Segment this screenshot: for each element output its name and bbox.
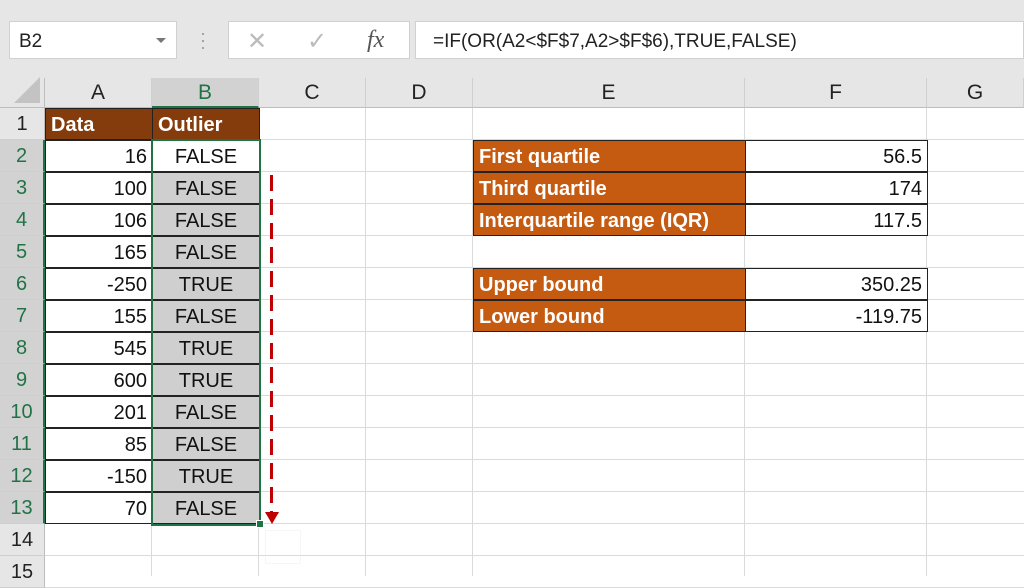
data-cell[interactable]: 100 <box>45 172 153 204</box>
gridline <box>45 459 1024 460</box>
data-cell[interactable]: -150 <box>45 460 153 492</box>
gridline <box>45 395 1024 396</box>
data-cell[interactable]: 545 <box>45 332 153 364</box>
formula-buttons: ✕ ✓ fx <box>228 21 410 59</box>
outlier-cell[interactable]: TRUE <box>152 460 260 492</box>
outlier-cell[interactable]: TRUE <box>152 268 260 300</box>
outlier-cell[interactable]: FALSE <box>152 492 260 524</box>
outlier-cell[interactable]: TRUE <box>152 332 260 364</box>
row-header-14[interactable]: 14 <box>0 524 45 556</box>
row-header-9[interactable]: 9 <box>0 364 45 396</box>
gridline <box>45 555 1024 556</box>
fill-handle[interactable] <box>256 520 264 528</box>
column-header-D[interactable]: D <box>366 78 473 108</box>
row-header-7[interactable]: 7 <box>0 300 45 332</box>
column-header-A[interactable]: A <box>45 78 152 108</box>
gridline <box>472 108 473 576</box>
outlier-cell[interactable]: TRUE <box>152 364 260 396</box>
gridline <box>365 108 366 576</box>
column-header-E[interactable]: E <box>473 78 745 108</box>
name-box[interactable]: B2 <box>9 21 177 59</box>
data-cell[interactable]: 165 <box>45 236 153 268</box>
outlier-cell[interactable]: FALSE <box>152 172 260 204</box>
selection-border <box>151 139 261 526</box>
stat-value[interactable]: 350.25 <box>745 268 928 300</box>
header-outlier[interactable]: Outlier <box>152 108 260 140</box>
data-cell[interactable]: 155 <box>45 300 153 332</box>
data-cell[interactable]: -250 <box>45 268 153 300</box>
stat-label[interactable]: Lower bound <box>473 300 746 332</box>
column-header-C[interactable]: C <box>259 78 366 108</box>
stat-value[interactable]: -119.75 <box>745 300 928 332</box>
row-header-10[interactable]: 10 <box>0 396 45 428</box>
header-data[interactable]: Data <box>45 108 153 140</box>
outlier-cell[interactable]: FALSE <box>152 428 260 460</box>
column-header-B[interactable]: B <box>152 78 259 108</box>
row-header-5[interactable]: 5 <box>0 236 45 268</box>
column-header-G[interactable]: G <box>927 78 1024 108</box>
data-cell[interactable]: 201 <box>45 396 153 428</box>
arrow-down-icon <box>265 512 279 524</box>
row-header-1[interactable]: 1 <box>0 108 45 140</box>
select-all-button[interactable] <box>0 77 45 108</box>
stat-value[interactable]: 56.5 <box>745 140 928 172</box>
formula-input[interactable]: =IF(OR(A2<$F$7,A2>$F$6),TRUE,FALSE) <box>415 21 1024 59</box>
drag-handle-icon: · · · <box>200 23 206 57</box>
name-box-value: B2 <box>19 31 43 52</box>
fx-icon[interactable]: fx <box>367 27 385 53</box>
outlier-cell[interactable]: FALSE <box>152 396 260 428</box>
outlier-cell[interactable]: FALSE <box>152 300 260 332</box>
quick-analysis-icon[interactable] <box>265 530 301 564</box>
row-header-11[interactable]: 11 <box>0 428 45 460</box>
gridline <box>45 427 1024 428</box>
row-header-3[interactable]: 3 <box>0 172 45 204</box>
gridline <box>45 491 1024 492</box>
chevron-down-icon[interactable] <box>156 38 166 43</box>
stat-label[interactable]: First quartile <box>473 140 746 172</box>
gridline <box>45 523 1024 524</box>
row-header-6[interactable]: 6 <box>0 268 45 300</box>
data-cell[interactable]: 85 <box>45 428 153 460</box>
outlier-cell[interactable]: FALSE <box>152 204 260 236</box>
stat-label[interactable]: Interquartile range (IQR) <box>473 204 746 236</box>
row-header-12[interactable]: 12 <box>0 460 45 492</box>
cancel-icon[interactable]: ✕ <box>247 28 268 55</box>
row-header-15[interactable]: 15 <box>0 556 45 588</box>
gridline <box>45 267 1024 268</box>
gridline <box>926 108 927 576</box>
gridline <box>45 363 1024 364</box>
row-header-8[interactable]: 8 <box>0 332 45 364</box>
stat-label[interactable]: Upper bound <box>473 268 746 300</box>
data-cell[interactable]: 106 <box>45 204 153 236</box>
data-cell[interactable]: 600 <box>45 364 153 396</box>
data-cell[interactable]: 16 <box>45 140 153 172</box>
gridline <box>744 108 745 576</box>
outlier-cell[interactable]: FALSE <box>152 236 260 268</box>
column-header-F[interactable]: F <box>745 78 927 108</box>
data-cell[interactable]: 70 <box>45 492 153 524</box>
row-header-2[interactable]: 2 <box>0 140 45 172</box>
gridline <box>45 139 1024 140</box>
stat-value[interactable]: 174 <box>745 172 928 204</box>
row-header-13[interactable]: 13 <box>0 492 45 524</box>
stat-label[interactable]: Third quartile <box>473 172 746 204</box>
stat-value[interactable]: 117.5 <box>745 204 928 236</box>
check-icon[interactable]: ✓ <box>307 28 328 55</box>
row-header-4[interactable]: 4 <box>0 204 45 236</box>
dashed-arrow-line <box>270 175 273 512</box>
